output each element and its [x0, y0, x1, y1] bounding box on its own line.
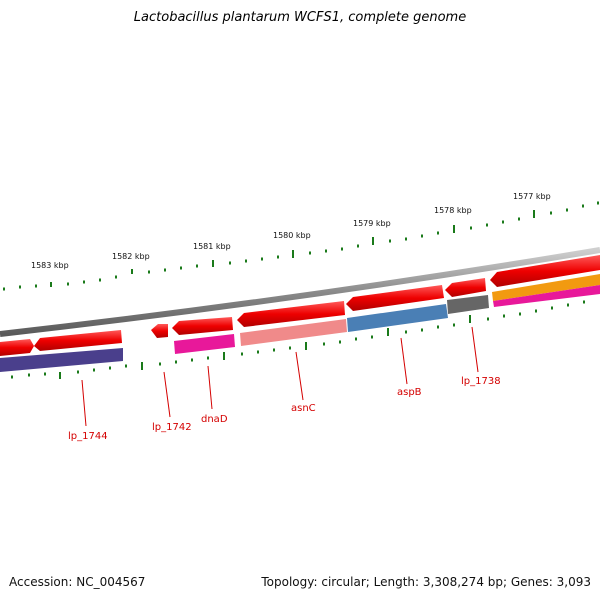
cog-segment-pink [240, 319, 347, 346]
kbp-labels: 1583 kbp 1582 kbp 1581 kbp 1580 kbp 1579… [31, 192, 551, 270]
kbp-label: 1579 kbp [353, 219, 391, 228]
kbp-label: 1578 kbp [434, 206, 472, 215]
cog-segment-purple [0, 348, 123, 372]
cog-segment-grey [447, 295, 489, 314]
inner-tick-ring [11, 300, 585, 379]
cds-arrow [346, 285, 444, 311]
minor-ticks [11, 300, 585, 379]
leader-line [163, 371, 171, 418]
cog-segment-magenta [493, 285, 600, 307]
cog-segment-orange [492, 274, 600, 301]
gene-label[interactable]: lp_1738 [461, 376, 501, 387]
accession-text: Accession: NC_004567 [9, 575, 146, 589]
gene-label[interactable]: lp_1742 [152, 422, 192, 433]
topology-text: Topology: circular; Length: 3,308,274 bp… [261, 575, 591, 589]
cds-arrow [151, 324, 168, 338]
gene-label[interactable]: asnC [291, 403, 316, 414]
gene-label[interactable]: lp_1744 [68, 431, 108, 442]
kbp-label: 1582 kbp [112, 252, 150, 261]
genome-backbone [0, 247, 600, 337]
outer-tick-ring [3, 201, 599, 291]
gene-label[interactable]: dnaD [201, 414, 228, 425]
kbp-label: 1583 kbp [31, 261, 69, 270]
cds-arrow [490, 255, 600, 287]
cds-arrow [172, 317, 233, 335]
gene-labels: lp_1744 lp_1742 dnaD asnC aspB lp_1738 [68, 376, 501, 442]
label-leaders [81, 326, 479, 427]
cds-arrow [445, 278, 486, 297]
leader-line [400, 337, 408, 385]
gene-label[interactable]: aspB [397, 387, 422, 398]
leader-line [207, 365, 213, 410]
cds-arrow [237, 301, 345, 327]
leader-line [81, 379, 87, 427]
map-title: Lactobacillus plantarum WCFS1, complete … [133, 10, 467, 25]
kbp-label: 1581 kbp [193, 242, 231, 251]
leader-line [295, 351, 304, 401]
cog-track [0, 274, 600, 372]
cog-segment-magenta [174, 334, 235, 354]
cog-segment-blue [347, 304, 448, 332]
cds-arrow [0, 339, 34, 356]
forward-strand [0, 255, 600, 356]
leader-line [471, 326, 479, 373]
minor-ticks [3, 201, 599, 291]
kbp-label: 1580 kbp [273, 231, 311, 240]
cds-arrow [34, 330, 122, 351]
kbp-label: 1577 kbp [513, 192, 551, 201]
